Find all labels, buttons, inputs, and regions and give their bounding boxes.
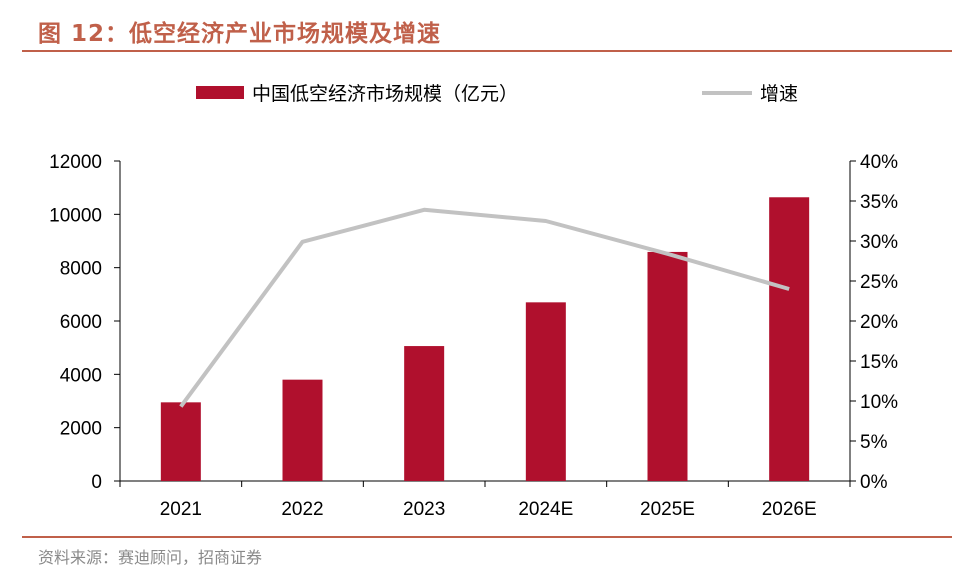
- growth-line: [179, 207, 790, 408]
- chart-title: 图 12：低空经济产业市场规模及增速: [38, 21, 442, 47]
- bar-2025E: [647, 251, 688, 481]
- x-tick-label: 2025E: [640, 499, 695, 520]
- y-right-tick-label: 30%: [860, 232, 898, 253]
- y-right-tick-label: 40%: [860, 152, 898, 173]
- x-tick-label: 2024E: [518, 499, 573, 520]
- source-divider: [22, 536, 952, 538]
- bar-2023: [404, 346, 445, 481]
- y-left-tick-label: 10000: [49, 205, 102, 226]
- y-right-tick-label: 10%: [860, 392, 898, 413]
- x-tick-label: 2021: [160, 499, 202, 520]
- y-left-tick-label: 6000: [60, 312, 102, 333]
- legend-line-label: 增速: [760, 83, 798, 105]
- bar-2024E: [525, 302, 566, 481]
- legend-bar-swatch: [196, 86, 244, 99]
- bar-2022: [282, 379, 323, 481]
- title-divider: [22, 50, 952, 52]
- y-left-tick-label: 0: [91, 472, 102, 493]
- source-note: 资料来源：赛迪顾问，招商证券: [38, 548, 263, 567]
- y-right-tick-label: 0%: [860, 472, 888, 493]
- bar-2021: [160, 402, 201, 481]
- y-right-tick-label: 25%: [860, 272, 898, 293]
- x-tick-label: 2023: [403, 499, 445, 520]
- bar-2026E: [769, 197, 810, 481]
- x-tick-label: 2026E: [762, 499, 817, 520]
- y-right-tick-label: 20%: [860, 312, 898, 333]
- y-left-tick-label: 8000: [60, 259, 102, 280]
- y-right-tick-label: 35%: [860, 192, 898, 213]
- y-right-tick-label: 15%: [860, 352, 898, 373]
- y-left-tick-label: 12000: [49, 152, 102, 173]
- y-left-tick-label: 2000: [60, 419, 102, 440]
- legend-bar-label: 中国低空经济市场规模（亿元）: [252, 83, 518, 105]
- x-tick-label: 2022: [281, 499, 323, 520]
- y-right-tick-label: 5%: [860, 432, 888, 453]
- y-left-tick-label: 4000: [60, 365, 102, 386]
